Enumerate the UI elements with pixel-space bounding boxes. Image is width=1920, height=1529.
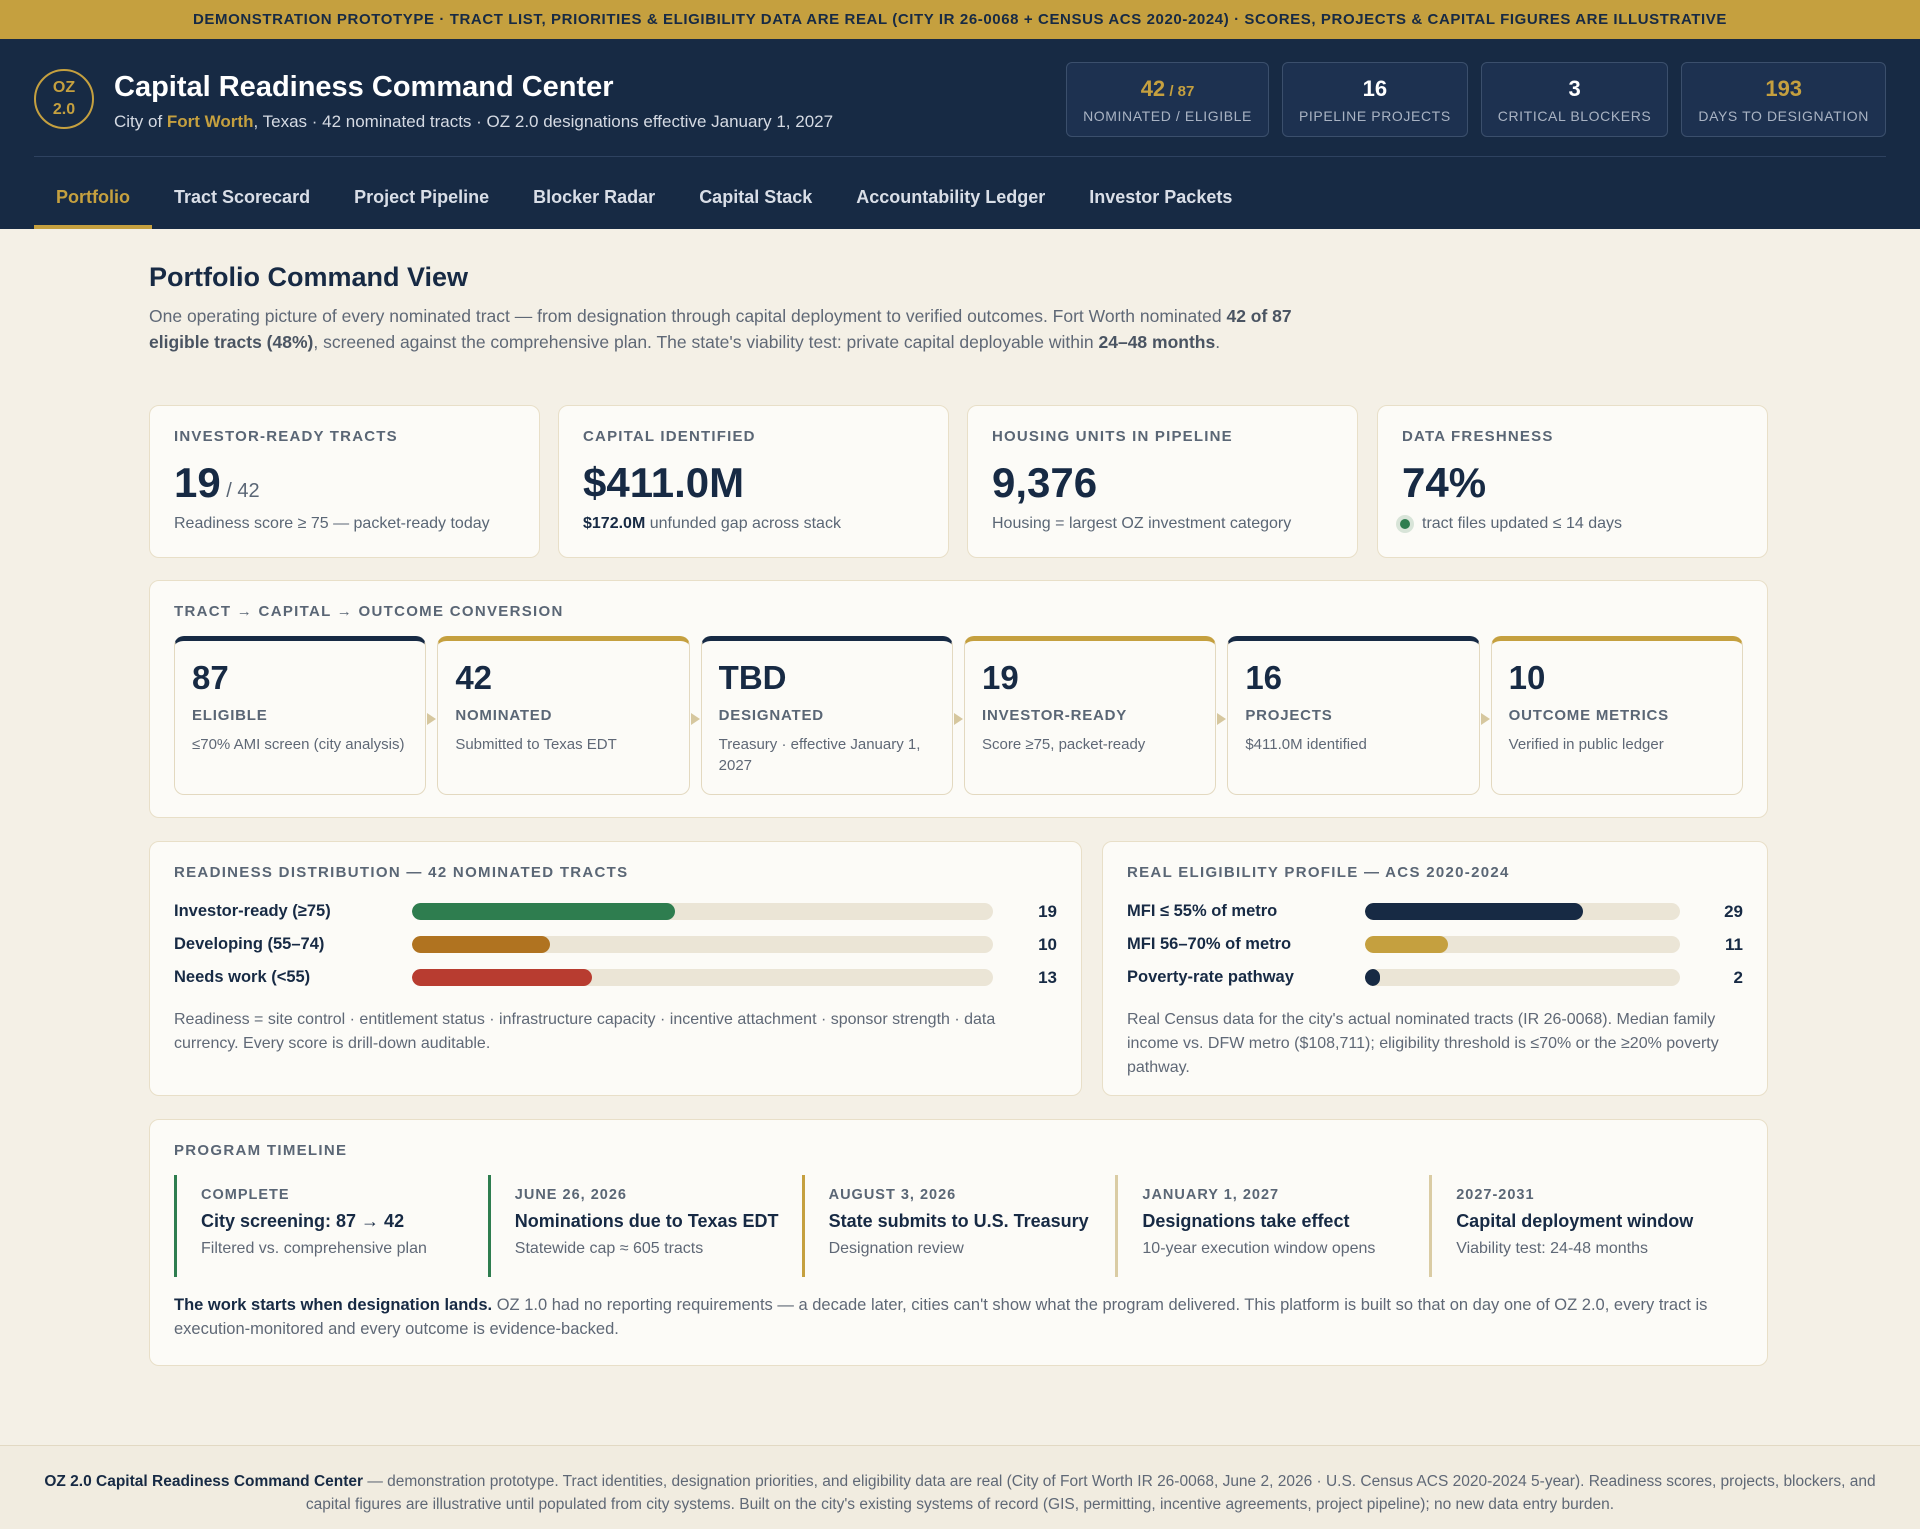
logo-line-1: OZ bbox=[52, 79, 76, 96]
conversion-label: TRACT → CAPITAL → OUTCOME CONVERSION bbox=[174, 603, 564, 620]
bar-row-investor-ready: Investor-ready (≥75) 19 bbox=[174, 901, 1057, 921]
tab-blocker-radar[interactable]: Blocker Radar bbox=[533, 187, 656, 207]
stage-projects: 16 PROJECTS $411.0M identified bbox=[1227, 636, 1490, 795]
tab-portfolio[interactable]: Portfolio bbox=[34, 181, 152, 229]
logo-line-2: 2.0 bbox=[52, 101, 76, 118]
bar-fill bbox=[411, 969, 592, 986]
milestone-nominations-due: JUNE 26, 2026 Nominations due to Texas E… bbox=[487, 1175, 802, 1277]
app-title: Capital Readiness Command Center bbox=[114, 71, 614, 103]
kpi-capital-identified: CAPITAL IDENTIFIED $411.0M $172.0M unfun… bbox=[558, 405, 949, 558]
bar-row-needs-work: Needs work (<55) 13 bbox=[174, 967, 1057, 987]
bar-fill bbox=[1365, 903, 1583, 920]
status-dot-icon bbox=[1396, 515, 1414, 533]
stage-designated: TBD DESIGNATED Treasury · effective Janu… bbox=[700, 636, 963, 795]
milestone-state-submits: AUGUST 3, 2026 State submits to U.S. Tre… bbox=[801, 1175, 1116, 1277]
bar-fill bbox=[411, 936, 551, 953]
tab-project-pipeline[interactable]: Project Pipeline bbox=[354, 187, 490, 207]
app-header: OZ 2.0 Capital Readiness Command Center … bbox=[0, 39, 1920, 229]
stat-pipeline-projects: 16 PIPELINE PROJECTS bbox=[1281, 62, 1468, 137]
bar-row-mfi-55: MFI ≤ 55% of metro 29 bbox=[1127, 901, 1743, 921]
bar-fill bbox=[411, 903, 675, 920]
bar-row-mfi-56-70: MFI 56–70% of metro 11 bbox=[1127, 934, 1743, 954]
oz-logo: OZ 2.0 bbox=[34, 69, 94, 129]
tab-capital-stack[interactable]: Capital Stack bbox=[699, 187, 813, 207]
demo-banner: DEMONSTRATION PROTOTYPE · TRACT LIST, PR… bbox=[0, 0, 1920, 39]
stat-days-to-designation: 193 DAYS TO DESIGNATION bbox=[1681, 62, 1886, 137]
arrow-right-icon bbox=[690, 713, 700, 725]
page-title: Portfolio Command View bbox=[149, 262, 469, 292]
program-timeline-panel: PROGRAM TIMELINE COMPLETE City screening… bbox=[149, 1119, 1768, 1366]
stage-eligible: 87 ELIGIBLE ≤70% AMI screen (city analys… bbox=[174, 636, 437, 795]
stage-investor-ready: 19 INVESTOR-READY Score ≥75, packet-read… bbox=[963, 636, 1227, 795]
kpi-data-freshness: DATA FRESHNESS 74% tract files updated ≤… bbox=[1377, 405, 1768, 558]
arrow-right-icon bbox=[427, 713, 437, 725]
readiness-distribution-panel: READINESS DISTRIBUTION — 42 NOMINATED TR… bbox=[149, 841, 1082, 1096]
city-name: Fort Worth bbox=[166, 112, 254, 131]
header-stats: 42 / 87 NOMINATED / ELIGIBLE 16 PIPELINE… bbox=[1066, 62, 1886, 137]
arrow-right-icon bbox=[953, 713, 963, 725]
page-footer: OZ 2.0 Capital Readiness Command Center … bbox=[0, 1445, 1920, 1529]
milestone-designations-effect: JANUARY 1, 2027 Designations take effect… bbox=[1115, 1175, 1429, 1277]
arrow-right-icon bbox=[1480, 713, 1490, 725]
milestone-city-screening: COMPLETE City screening: 87 → 42 Filtere… bbox=[174, 1175, 488, 1277]
tab-tract-scorecard[interactable]: Tract Scorecard bbox=[174, 187, 311, 207]
stage-outcome-metrics: 10 OUTCOME METRICS Verified in public le… bbox=[1490, 636, 1743, 795]
stage-nominated: 42 NOMINATED Submitted to Texas EDT bbox=[437, 636, 700, 795]
tab-investor-packets[interactable]: Investor Packets bbox=[1089, 187, 1233, 207]
page-description: One operating picture of every nominated… bbox=[149, 306, 1292, 352]
bar-fill bbox=[1365, 936, 1448, 953]
kpi-housing-units: HOUSING UNITS IN PIPELINE 9,376 Housing … bbox=[967, 405, 1358, 558]
bar-row-developing: Developing (55–74) 10 bbox=[174, 934, 1057, 954]
nav-tabs: Portfolio Tract Scorecard Project Pipeli… bbox=[34, 181, 1254, 229]
eligibility-profile-panel: REAL ELIGIBILITY PROFILE — ACS 2020-2024… bbox=[1102, 841, 1768, 1096]
milestone-capital-deployment: 2027-2031 Capital deployment window Viab… bbox=[1429, 1175, 1743, 1277]
conversion-panel: TRACT → CAPITAL → OUTCOME CONVERSION 87 … bbox=[149, 580, 1768, 818]
kpi-investor-ready: INVESTOR-READY TRACTS 19 / 42 Readiness … bbox=[149, 405, 540, 558]
stat-critical-blockers: 3 CRITICAL BLOCKERS bbox=[1480, 62, 1669, 137]
app-subtitle: City of Fort Worth, Texas · 42 nominated… bbox=[114, 112, 834, 131]
stat-nominated: 42 / 87 NOMINATED / ELIGIBLE bbox=[1066, 62, 1269, 137]
bar-fill bbox=[1365, 969, 1380, 986]
tab-accountability-ledger[interactable]: Accountability Ledger bbox=[856, 187, 1046, 207]
arrow-right-icon bbox=[1217, 713, 1227, 725]
timeline-note: The work starts when designation lands. … bbox=[174, 1296, 1708, 1338]
bar-row-poverty-pathway: Poverty-rate pathway 2 bbox=[1127, 967, 1743, 987]
